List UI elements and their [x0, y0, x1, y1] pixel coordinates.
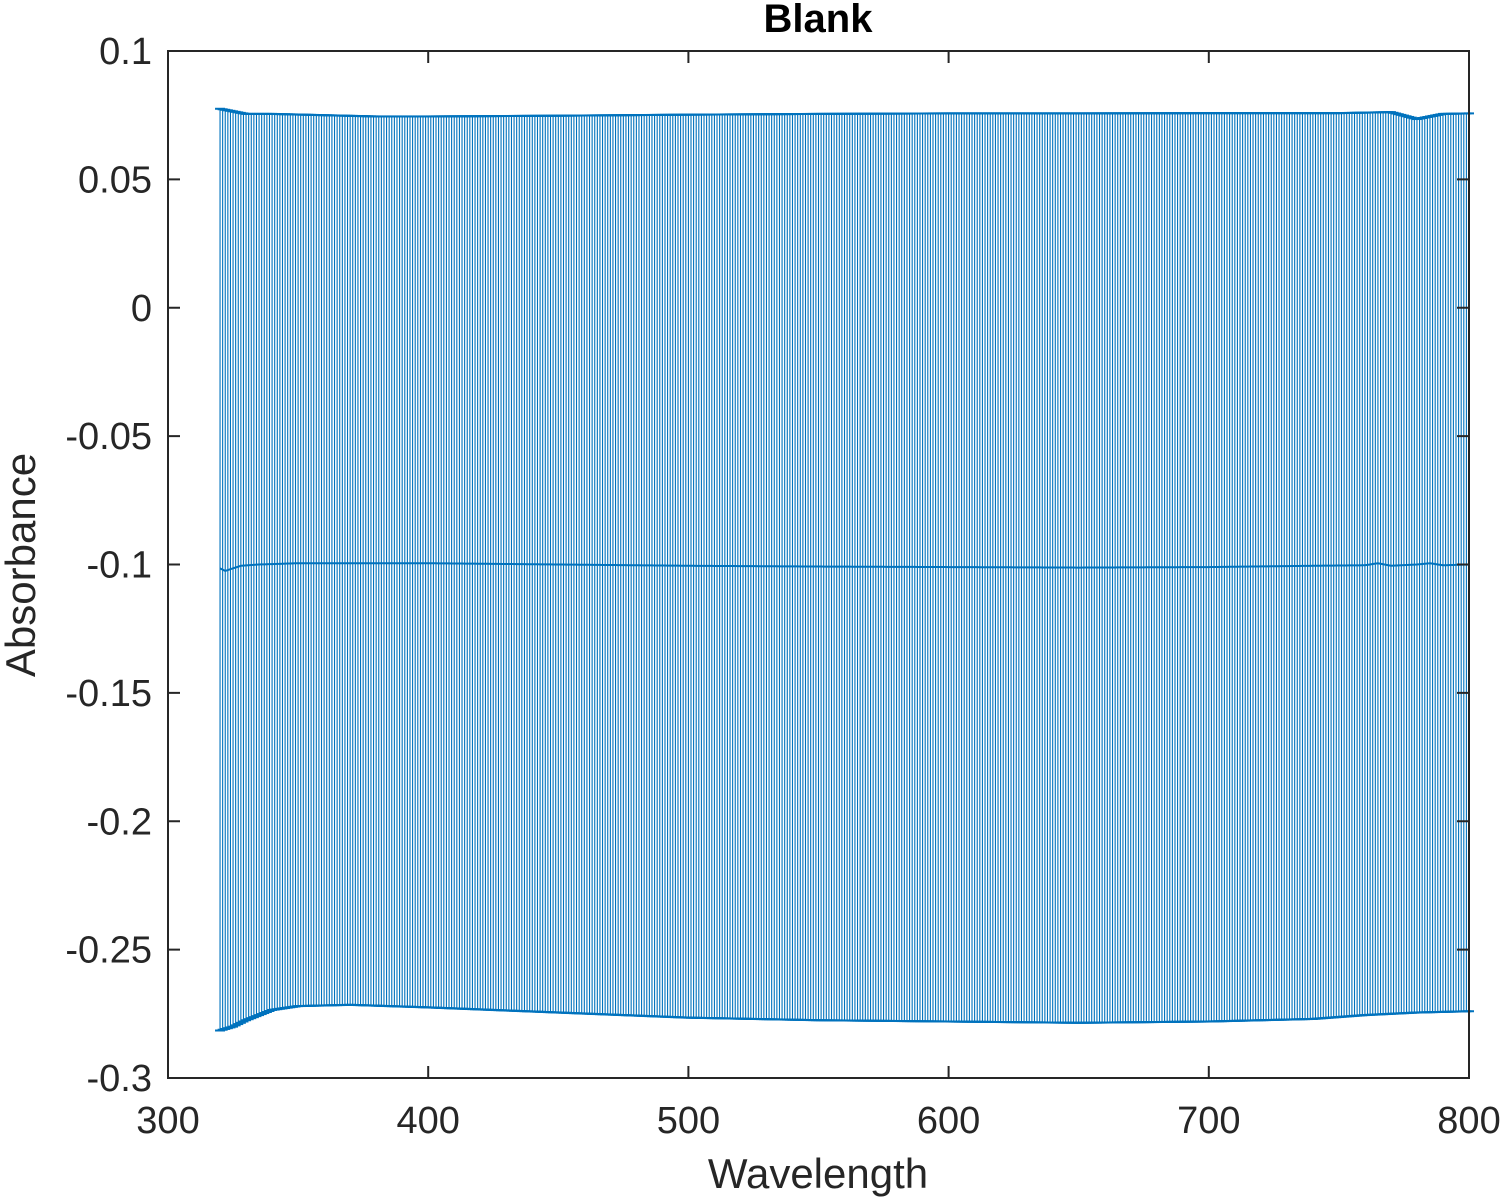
mean-line: [219, 562, 1470, 572]
chart-title: Blank: [764, 0, 874, 41]
y-axis: -0.3 -0.25 -0.2 -0.15 -0.1 -0.05 0 0.05 0.1: [65, 31, 1469, 1100]
x-tick-label: 300: [136, 1100, 199, 1142]
x-tick-label: 500: [657, 1100, 720, 1142]
x-axis-label: Wavelength: [708, 1150, 928, 1197]
x-tick-label: 400: [396, 1100, 459, 1142]
y-tick-label: 0.1: [99, 31, 152, 73]
y-axis-label: Absorbance: [0, 453, 44, 677]
y-tick-label: -0.2: [87, 801, 152, 843]
y-tick-label: -0.15: [65, 673, 152, 715]
mean-line-group: [219, 562, 1470, 572]
y-tick-label: -0.3: [87, 1058, 152, 1100]
y-tick-label: 0.05: [78, 159, 152, 201]
errorbar-series: [215, 107, 1474, 1032]
x-tick-label: 600: [917, 1100, 980, 1142]
x-axis: 300 400 500 600 700 800: [136, 51, 1501, 1142]
y-tick-label: -0.05: [65, 416, 152, 458]
x-tick-label: 700: [1177, 1100, 1240, 1142]
y-tick-label: 0: [131, 288, 152, 330]
plot-area: [215, 107, 1474, 1032]
y-tick-label: -0.1: [87, 545, 152, 587]
y-tick-label: -0.25: [65, 930, 152, 972]
x-tick-label: 800: [1437, 1100, 1500, 1142]
